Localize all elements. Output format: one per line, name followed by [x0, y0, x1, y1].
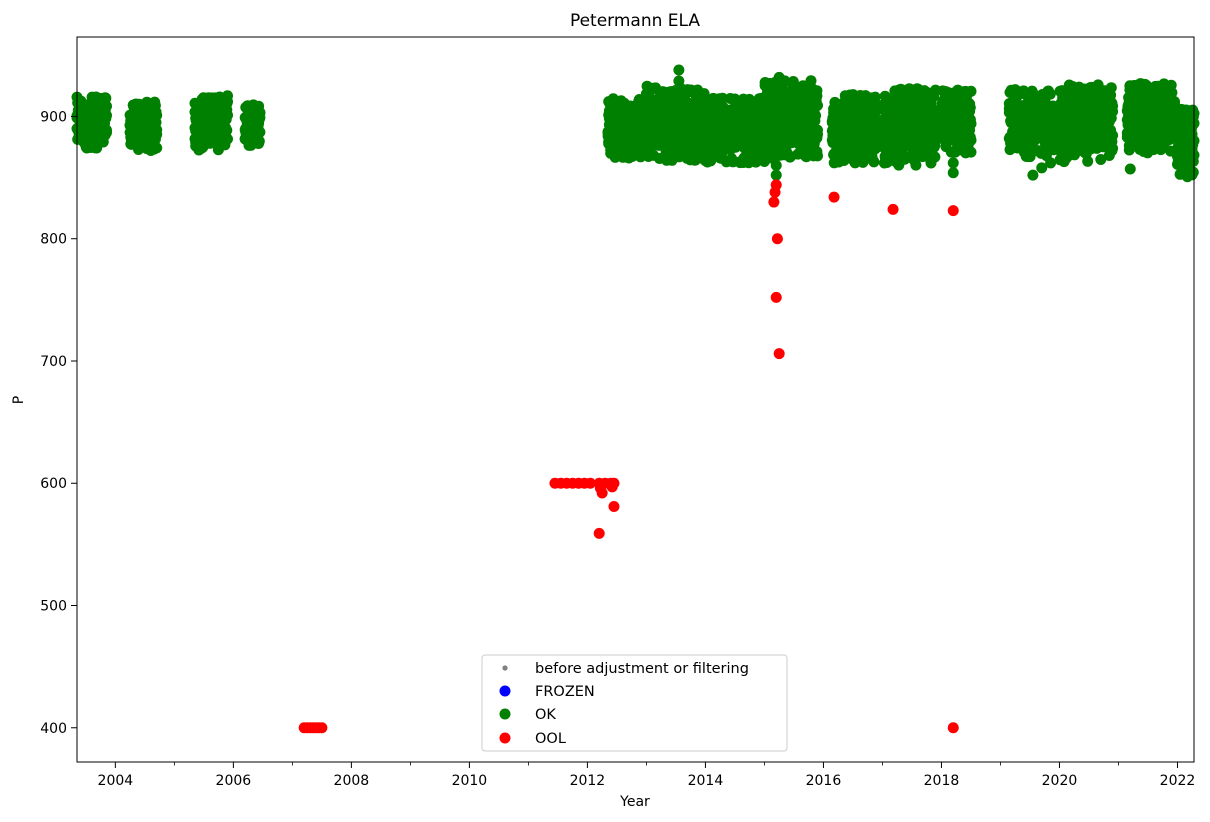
ok-point — [910, 159, 922, 171]
chart-title: Petermann ELA — [570, 11, 700, 31]
legend: before adjustment or filtering FROZEN OK… — [481, 654, 788, 752]
ok-point — [221, 124, 233, 136]
ok-point — [1107, 142, 1119, 154]
ok-point — [929, 151, 941, 163]
y-axis-title: P — [11, 396, 27, 404]
ok-point — [222, 90, 233, 102]
ok-point — [151, 142, 163, 154]
y-tick-label: 500 — [40, 599, 67, 615]
x-tick-label: 2004 — [98, 773, 134, 789]
x-tick-label: 2018 — [924, 773, 960, 789]
ok-point — [101, 127, 112, 139]
ok-point — [1124, 163, 1136, 175]
legend-marker-before — [502, 665, 508, 671]
ok-point — [812, 124, 823, 136]
ok-point — [698, 88, 710, 100]
ok-point — [964, 102, 976, 114]
ok-point — [1107, 129, 1119, 141]
ok-point — [947, 157, 959, 169]
ok-point — [929, 139, 941, 151]
x-tick-label: 2006 — [216, 773, 252, 789]
ool-point — [947, 205, 959, 217]
ok-point — [717, 92, 728, 104]
legend-label-ool: OOL — [535, 731, 566, 747]
ok-point — [222, 109, 233, 121]
ok-point — [965, 134, 977, 146]
ok-point — [254, 106, 266, 118]
ok-point — [100, 92, 112, 104]
ool-point — [771, 233, 783, 245]
x-tick-label: 2012 — [570, 773, 606, 789]
ok-point — [812, 150, 823, 162]
ok-point — [812, 99, 823, 111]
ok-point — [965, 146, 977, 158]
ok-point — [1045, 157, 1057, 169]
ok-point — [1105, 82, 1117, 94]
ok-point — [1187, 166, 1199, 178]
legend-marker-ool — [499, 732, 511, 744]
ok-point — [909, 147, 921, 159]
ok-point — [770, 159, 782, 171]
y-tick-label: 600 — [40, 476, 67, 492]
y-tick-label: 700 — [40, 354, 67, 370]
ok-point — [1044, 88, 1056, 100]
ool-point — [316, 722, 328, 734]
ok-point — [141, 96, 153, 108]
ok-point — [254, 126, 266, 138]
ool-point — [768, 196, 780, 208]
ok-point — [773, 71, 785, 83]
legend-label-before: before adjustment or filtering — [535, 661, 749, 677]
x-axis-title: Year — [619, 794, 650, 810]
x-tick-label: 2020 — [1042, 773, 1078, 789]
x-tick-label: 2008 — [334, 773, 370, 789]
x-tick-label: 2010 — [452, 773, 488, 789]
x-tick-label: 2016 — [806, 773, 842, 789]
ool-point — [770, 291, 782, 303]
ok-point — [810, 110, 822, 122]
ok-point — [770, 169, 782, 181]
ool-point — [606, 481, 618, 493]
legend-label-frozen: FROZEN — [535, 684, 595, 700]
ok-point — [1107, 100, 1119, 112]
ool-point — [596, 487, 608, 499]
y-tick-label: 900 — [40, 109, 67, 125]
ok-point — [101, 100, 112, 112]
y-tick-label: 800 — [40, 232, 67, 248]
ok-point — [965, 118, 977, 130]
ok-point — [947, 167, 959, 179]
ool-point — [593, 527, 605, 539]
ool-point — [773, 348, 785, 360]
ool-point — [608, 500, 620, 512]
ok-point — [151, 129, 163, 140]
ok-point — [868, 156, 880, 168]
ool-point — [887, 203, 899, 215]
ok-point — [101, 109, 112, 121]
ok-point — [965, 85, 977, 97]
y-tick-label: 400 — [40, 721, 67, 737]
ok-point — [151, 109, 163, 121]
data-points — [71, 64, 1200, 734]
legend-label-ok: OK — [535, 707, 556, 723]
ok-point — [811, 85, 823, 97]
ool-point — [828, 191, 840, 203]
ok-point — [673, 75, 685, 87]
ool-point — [769, 186, 781, 198]
ok-point — [253, 135, 265, 147]
x-tick-label: 2022 — [1160, 773, 1196, 789]
ok-point — [222, 133, 233, 145]
ok-point — [869, 91, 881, 103]
legend-marker-ok — [499, 708, 511, 720]
legend-marker-frozen — [499, 685, 511, 697]
ool-point — [947, 722, 959, 734]
ok-point — [1082, 155, 1094, 167]
x-tick-label: 2014 — [688, 773, 724, 789]
ok-point — [1027, 169, 1039, 181]
ok-point — [673, 64, 685, 76]
